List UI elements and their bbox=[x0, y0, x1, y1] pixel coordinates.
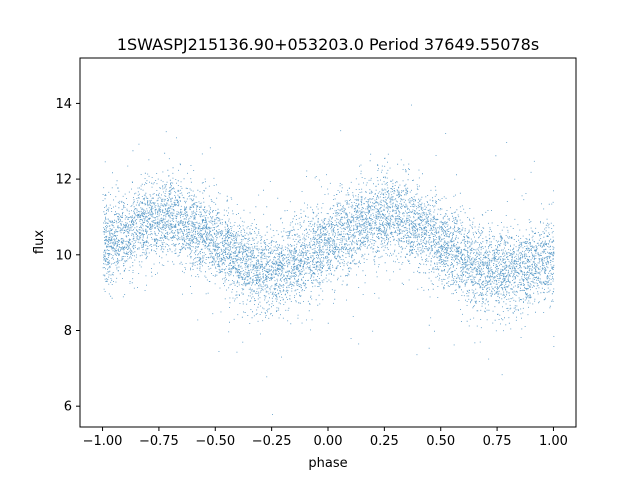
x-tick-label: −0.50 bbox=[195, 434, 235, 449]
data-points bbox=[102, 104, 555, 415]
x-tick-label: −0.25 bbox=[252, 434, 292, 449]
chart-title: 1SWASPJ215136.90+053203.0 Period 37649.5… bbox=[117, 35, 539, 54]
x-tick-label: −1.00 bbox=[83, 434, 123, 449]
x-tick-label: 0.75 bbox=[483, 434, 512, 449]
x-axis-label: phase bbox=[308, 456, 347, 471]
x-axis-ticks: −1.00 −0.75 −0.50 −0.25 0.00 0.25 0.50 0.75 1.00 bbox=[83, 427, 568, 449]
y-axis-ticks: 6 8 10 12 14 bbox=[55, 97, 80, 415]
y-axis-label: flux bbox=[32, 230, 47, 254]
x-tick-label: 0.50 bbox=[426, 434, 455, 449]
y-tick-label: 6 bbox=[64, 400, 72, 415]
x-tick-label: 0.25 bbox=[370, 434, 399, 449]
x-tick-label: 0.00 bbox=[314, 434, 343, 449]
y-tick-label: 10 bbox=[55, 248, 72, 263]
plot-frame bbox=[79, 57, 577, 428]
y-tick-label: 12 bbox=[55, 173, 72, 188]
y-tick-label: 14 bbox=[55, 97, 72, 112]
x-tick-label: 1.00 bbox=[539, 434, 568, 449]
scatter-points bbox=[102, 104, 555, 415]
y-tick-label: 8 bbox=[64, 324, 72, 339]
x-tick-label: −0.75 bbox=[139, 434, 179, 449]
